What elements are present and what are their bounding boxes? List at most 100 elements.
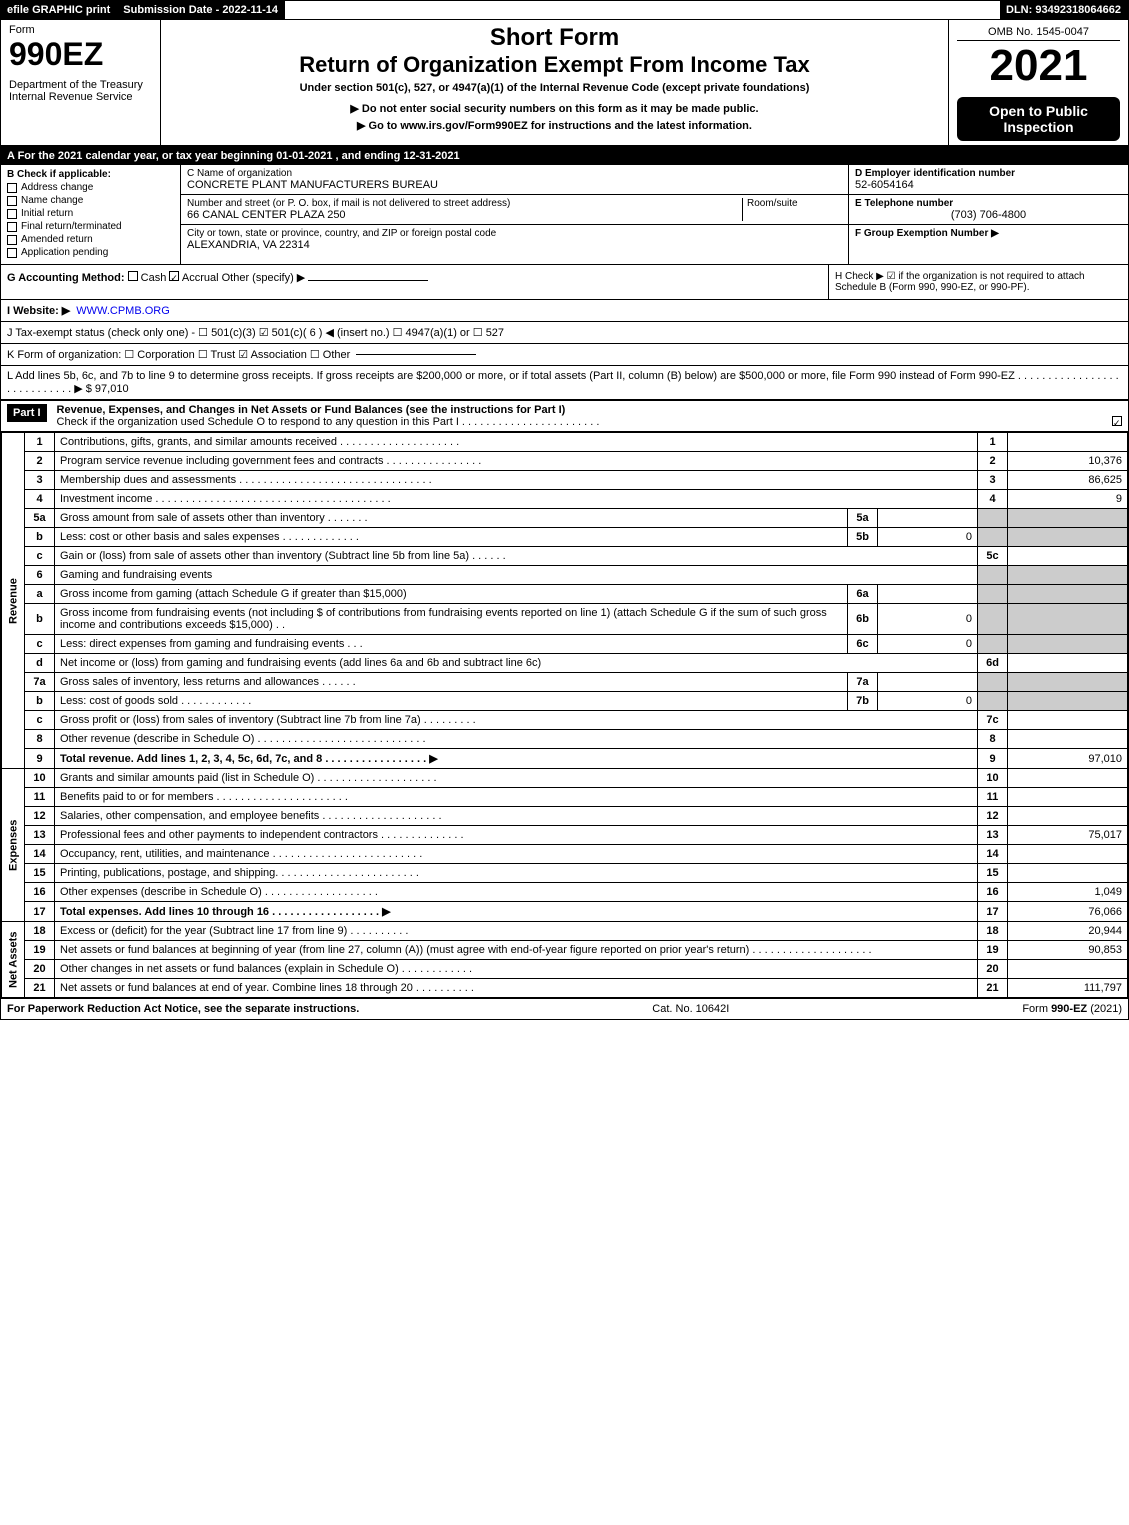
label-accrual: Accrual — [182, 272, 219, 284]
line-description: Other expenses (describe in Schedule O) … — [55, 883, 978, 902]
table-row: 21Net assets or fund balances at end of … — [2, 979, 1128, 998]
sub-line-amount — [878, 673, 978, 692]
check-final-return[interactable] — [7, 222, 17, 232]
line-number: c — [25, 547, 55, 566]
line-amount-shaded — [1008, 692, 1128, 711]
line-ref: 15 — [978, 864, 1008, 883]
sub-line-amount — [878, 509, 978, 528]
section-label: Expenses — [2, 769, 25, 922]
table-row: 17Total expenses. Add lines 10 through 1… — [2, 902, 1128, 922]
label-amended-return: Amended return — [21, 234, 93, 245]
sub-line-amount: 0 — [878, 528, 978, 547]
line-description: Contributions, gifts, grants, and simila… — [55, 433, 978, 452]
line-number: 17 — [25, 902, 55, 922]
line-amount — [1008, 711, 1128, 730]
line-description: Less: cost or other basis and sales expe… — [55, 528, 848, 547]
table-row: 9Total revenue. Add lines 1, 2, 3, 4, 5c… — [2, 749, 1128, 769]
table-row: Expenses10Grants and similar amounts pai… — [2, 769, 1128, 788]
line-number: 20 — [25, 960, 55, 979]
line-amount: 86,625 — [1008, 471, 1128, 490]
label-initial-return: Initial return — [21, 208, 73, 219]
line-amount-shaded — [1008, 673, 1128, 692]
line-ref: 12 — [978, 807, 1008, 826]
website-link[interactable]: WWW.CPMB.ORG — [76, 305, 170, 317]
footer-right: Form 990-EZ (2021) — [1022, 1003, 1122, 1015]
org-name-label: C Name of organization — [187, 168, 842, 179]
line-number: d — [25, 654, 55, 673]
line-ref-shaded — [978, 604, 1008, 635]
table-row: 13Professional fees and other payments t… — [2, 826, 1128, 845]
line-ref: 2 — [978, 452, 1008, 471]
line-description: Total expenses. Add lines 10 through 16 … — [55, 902, 978, 922]
line-amount: 76,066 — [1008, 902, 1128, 922]
part1-schedule-o-check[interactable] — [1112, 416, 1122, 426]
page-footer: For Paperwork Reduction Act Notice, see … — [1, 998, 1128, 1019]
check-cash[interactable] — [128, 271, 138, 281]
line-ref: 14 — [978, 845, 1008, 864]
line-description: Gaming and fundraising events — [55, 566, 978, 585]
line-ref-shaded — [978, 566, 1008, 585]
line-description: Program service revenue including govern… — [55, 452, 978, 471]
sub-line-amount — [878, 585, 978, 604]
footer-left: For Paperwork Reduction Act Notice, see … — [7, 1003, 359, 1015]
phone-value: (703) 706-4800 — [855, 209, 1122, 221]
table-row: 20Other changes in net assets or fund ba… — [2, 960, 1128, 979]
line-ref: 11 — [978, 788, 1008, 807]
line-ref-shaded — [978, 585, 1008, 604]
box-b: B Check if applicable: Address change Na… — [1, 165, 181, 264]
org-name: CONCRETE PLANT MANUFACTURERS BUREAU — [187, 179, 842, 191]
table-row: 8Other revenue (describe in Schedule O) … — [2, 730, 1128, 749]
ssn-warning: ▶ Do not enter social security numbers o… — [169, 102, 940, 115]
footer-center: Cat. No. 10642I — [652, 1003, 729, 1015]
line-number: a — [25, 585, 55, 604]
line-description: Gross profit or (loss) from sales of inv… — [55, 711, 978, 730]
other-specify-input[interactable] — [308, 280, 428, 281]
check-accrual[interactable] — [169, 271, 179, 281]
line-ref: 6d — [978, 654, 1008, 673]
table-row: 16Other expenses (describe in Schedule O… — [2, 883, 1128, 902]
check-amended-return[interactable] — [7, 235, 17, 245]
line-ref-shaded — [978, 509, 1008, 528]
open-to-public: Open to Public Inspection — [957, 97, 1120, 141]
check-address-change[interactable] — [7, 183, 17, 193]
check-application-pending[interactable] — [7, 248, 17, 258]
line-number: 9 — [25, 749, 55, 769]
check-name-change[interactable] — [7, 196, 17, 206]
line-description: Net assets or fund balances at beginning… — [55, 941, 978, 960]
line-number: 21 — [25, 979, 55, 998]
line-number: c — [25, 711, 55, 730]
line-description: Gain or (loss) from sale of assets other… — [55, 547, 978, 566]
submission-date: Submission Date - 2022-11-14 — [117, 1, 285, 19]
line-amount — [1008, 547, 1128, 566]
line-amount-shaded — [1008, 585, 1128, 604]
goto-link[interactable]: ▶ Go to www.irs.gov/Form990EZ for instru… — [169, 119, 940, 132]
table-row: 2Program service revenue including gover… — [2, 452, 1128, 471]
label-other: Other (specify) ▶ — [222, 272, 306, 284]
line-number: 7a — [25, 673, 55, 692]
line-amount: 111,797 — [1008, 979, 1128, 998]
label-application-pending: Application pending — [21, 247, 108, 258]
line-ref-shaded — [978, 635, 1008, 654]
line-description: Grants and similar amounts paid (list in… — [55, 769, 978, 788]
line-number: 6 — [25, 566, 55, 585]
line-description: Gross income from gaming (attach Schedul… — [55, 585, 848, 604]
box-c: C Name of organization CONCRETE PLANT MA… — [181, 165, 848, 264]
form-number: 990EZ — [9, 36, 152, 73]
other-org-input[interactable] — [356, 354, 476, 355]
line-ref: 9 — [978, 749, 1008, 769]
line-ref: 21 — [978, 979, 1008, 998]
check-initial-return[interactable] — [7, 209, 17, 219]
phone-label: E Telephone number — [855, 198, 1122, 209]
line-amount-shaded — [1008, 509, 1128, 528]
line-amount-shaded — [1008, 635, 1128, 654]
line-amount — [1008, 788, 1128, 807]
line-amount — [1008, 807, 1128, 826]
line-number: 18 — [25, 922, 55, 941]
table-row: bGross income from fundraising events (n… — [2, 604, 1128, 635]
org-city: ALEXANDRIA, VA 22314 — [187, 239, 842, 251]
line-number: 16 — [25, 883, 55, 902]
efile-label: efile GRAPHIC print — [1, 1, 117, 19]
line-amount — [1008, 730, 1128, 749]
table-row: Net Assets18Excess or (deficit) for the … — [2, 922, 1128, 941]
table-row: dNet income or (loss) from gaming and fu… — [2, 654, 1128, 673]
